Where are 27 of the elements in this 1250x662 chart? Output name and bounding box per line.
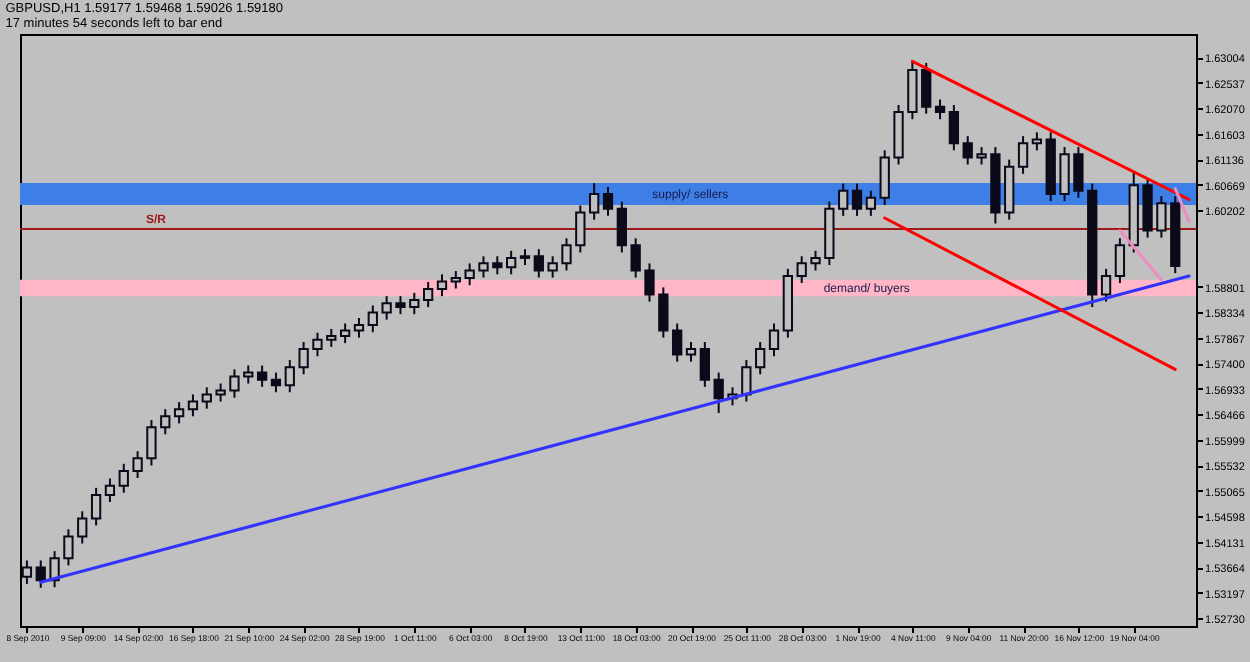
candlestick — [685, 341, 697, 363]
candlestick — [851, 182, 863, 217]
candlestick — [948, 104, 960, 152]
candlestick — [533, 248, 544, 279]
candlestick — [436, 273, 448, 298]
candlestick — [768, 322, 780, 358]
candlestick — [865, 189, 877, 217]
candlestick — [90, 486, 102, 527]
candlestick — [173, 401, 185, 425]
candlestick — [672, 322, 683, 363]
candlestick — [353, 316, 365, 339]
candlestick — [616, 200, 627, 254]
candlestick — [1031, 131, 1043, 152]
candlestick — [104, 477, 116, 504]
candlestick — [506, 249, 517, 276]
candlestick — [1100, 267, 1112, 303]
candlestick — [422, 280, 434, 309]
candlestick — [1017, 135, 1029, 175]
candlestick — [589, 182, 600, 221]
candlestick — [187, 393, 199, 418]
candlestick — [602, 185, 614, 217]
candlestick — [270, 371, 282, 394]
candlestick — [934, 98, 946, 121]
candlestick — [339, 322, 351, 345]
candlestick — [256, 364, 268, 388]
candlestick — [1114, 237, 1126, 285]
candlestick — [699, 341, 710, 388]
